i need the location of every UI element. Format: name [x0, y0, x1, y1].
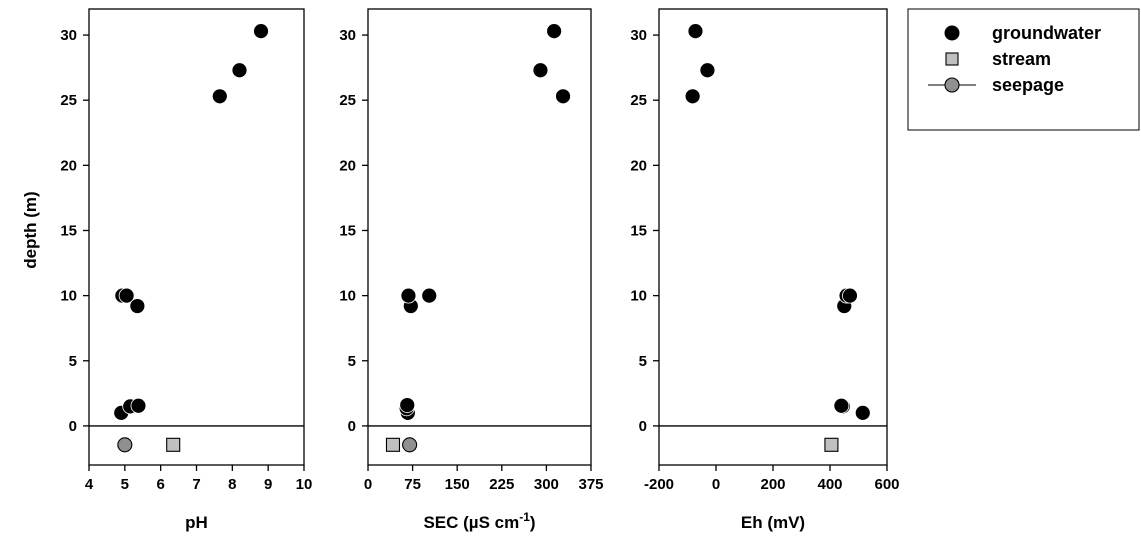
- x-tick-label: 75: [404, 476, 421, 493]
- stream-point: [824, 437, 839, 452]
- groundwater-point: [699, 62, 716, 79]
- legend-label: stream: [992, 49, 1051, 69]
- groundwater-point: [546, 23, 563, 40]
- groundwater-point: [130, 397, 147, 414]
- groundwater-point: [399, 397, 416, 413]
- x-axis-label-superscript: -1: [519, 510, 530, 524]
- stream-point: [385, 437, 401, 452]
- y-tick-label: 25: [339, 92, 356, 109]
- x-tick-label: 7: [192, 476, 200, 493]
- x-axis-label: SEC (µS cm-1): [423, 510, 535, 532]
- groundwater-point: [253, 23, 269, 40]
- groundwater-point: [231, 62, 248, 79]
- x-axis-label-text: SEC (µS cm: [423, 513, 519, 532]
- seepage-point: [402, 437, 418, 453]
- y-tick-label: 5: [348, 353, 356, 370]
- groundwater-point: [833, 397, 850, 414]
- x-tick-label: 0: [364, 476, 372, 493]
- legend-marker-stream: [945, 52, 959, 66]
- groundwater-point: [129, 298, 146, 314]
- groundwater-point: [555, 88, 571, 105]
- x-tick-label: 200: [760, 476, 785, 493]
- x-tick-label: 10: [296, 476, 313, 493]
- x-tick-label: 5: [121, 476, 129, 493]
- y-tick-label: 25: [630, 92, 647, 109]
- y-tick-label: 0: [348, 418, 356, 435]
- x-tick-label: 375: [578, 476, 603, 493]
- x-tick-label: -200: [644, 476, 674, 493]
- groundwater-point: [687, 23, 704, 40]
- y-tick-label: 15: [60, 222, 77, 239]
- y-tick-label: 25: [60, 92, 77, 109]
- plot-frame: [367, 8, 592, 466]
- x-tick-label: 4: [85, 476, 94, 493]
- x-tick-label: 600: [874, 476, 899, 493]
- x-tick-label: 225: [489, 476, 514, 493]
- y-tick-label: 5: [639, 353, 647, 370]
- panel-1: 0 5 10 15 20 25 30 4 5 6 7 8 9 10 pH: [60, 8, 313, 532]
- groundwater-point: [400, 287, 417, 304]
- x-tick-label: 0: [712, 476, 720, 493]
- legend-marker-seepage: [944, 77, 960, 93]
- y-tick-label: 15: [339, 222, 356, 239]
- y-tick-label: 5: [69, 353, 77, 370]
- groundwater-point: [118, 287, 135, 304]
- x-axis-label: Eh (mV): [741, 513, 805, 532]
- groundwater-point: [684, 88, 701, 105]
- plot-frame: [88, 8, 305, 466]
- stream-point: [166, 437, 181, 452]
- groundwater-point: [421, 287, 438, 304]
- x-axis-label: pH: [185, 513, 208, 532]
- y-tick-label: 15: [630, 222, 647, 239]
- y-tick-label: 10: [60, 288, 77, 305]
- x-tick-label: 400: [817, 476, 842, 493]
- groundwater-point: [854, 404, 871, 421]
- x-tick-label: 6: [156, 476, 164, 493]
- x-tick-label: 8: [228, 476, 236, 493]
- x-tick-label: 9: [264, 476, 272, 493]
- y-tick-label: 30: [60, 27, 77, 44]
- seepage-point: [117, 437, 133, 453]
- y-tick-label: 20: [630, 157, 647, 174]
- y-axis-label: depth (m): [21, 191, 40, 268]
- panel-3: 0 5 10 15 20 25 30 -200 0 200 400 600 Eh (mV): [630, 8, 900, 532]
- plot-frame: [658, 8, 888, 466]
- y-tick-label: 30: [630, 27, 647, 44]
- y-tick-label: 0: [639, 418, 647, 435]
- y-tick-label: 20: [60, 157, 77, 174]
- legend-label: groundwater: [992, 23, 1101, 43]
- y-tick-label: 20: [339, 157, 356, 174]
- legend-label: seepage: [992, 75, 1064, 95]
- groundwater-point: [211, 88, 228, 105]
- groundwater-point: [842, 287, 858, 304]
- y-tick-label: 0: [69, 418, 77, 435]
- x-tick-label: 150: [445, 476, 470, 493]
- legend-marker-groundwater: [944, 25, 960, 41]
- y-tick-label: 10: [630, 288, 647, 305]
- y-tick-label: 10: [339, 288, 356, 305]
- x-axis-label-text: pH: [185, 513, 208, 532]
- y-tick-label: 30: [339, 27, 356, 44]
- x-axis-label-text: Eh (mV): [741, 513, 805, 532]
- groundwater-point: [532, 62, 549, 79]
- x-tick-label: 300: [534, 476, 559, 493]
- x-axis-label-tail: ): [530, 513, 536, 532]
- legend: groundwater stream seepage: [907, 8, 1140, 131]
